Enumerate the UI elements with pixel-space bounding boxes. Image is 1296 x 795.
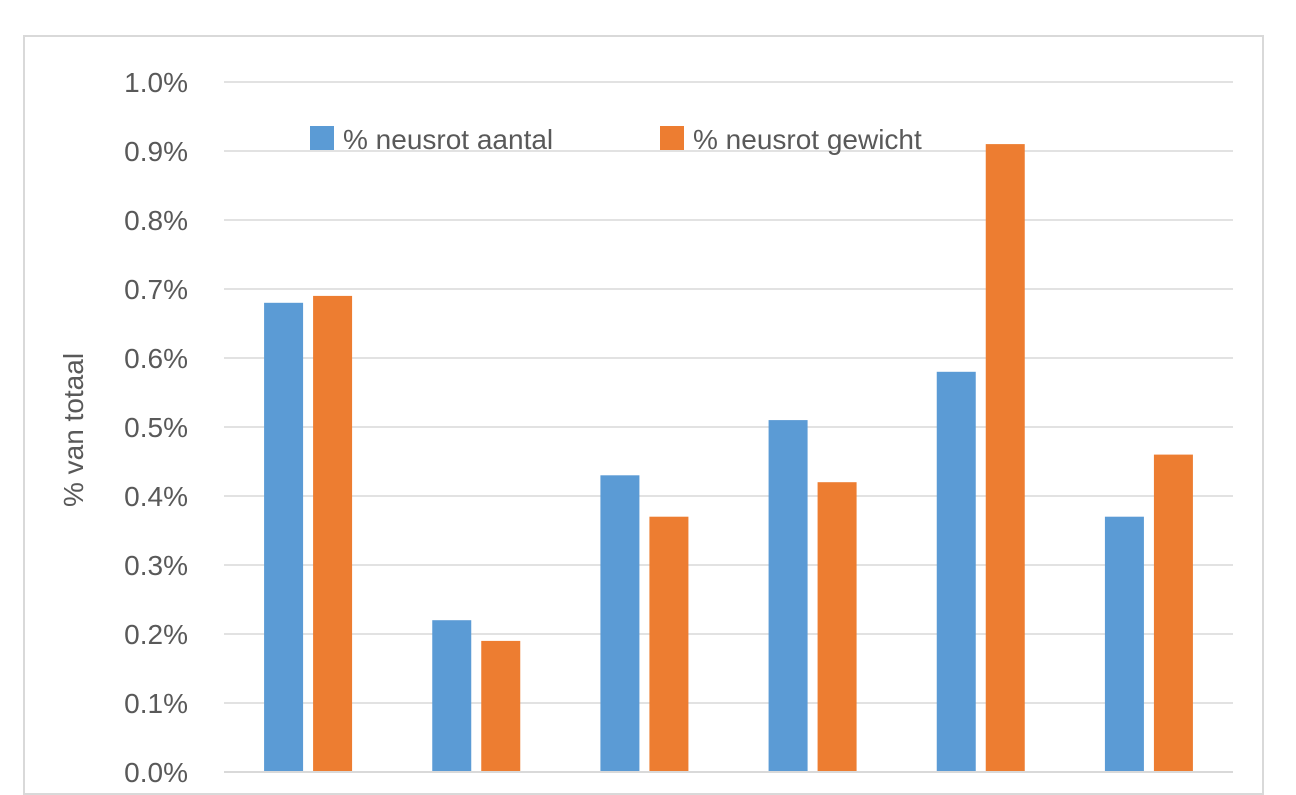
bar-aantal-1 <box>264 302 304 772</box>
y-tick-label: 0.6% <box>124 343 188 374</box>
y-tick-label: 0.1% <box>124 688 188 719</box>
bar-gewicht-3 <box>649 516 689 772</box>
bar-aantal-4 <box>768 420 808 772</box>
y-tick-label: 0.4% <box>124 481 188 512</box>
chart-frame <box>23 35 1264 795</box>
bar-aantal-6 <box>1104 516 1144 772</box>
bar-gewicht-4 <box>817 482 857 772</box>
y-tick-label: 0.7% <box>124 274 188 305</box>
y-tick-label: 0.3% <box>124 550 188 581</box>
y-tick-label: 0.9% <box>124 136 188 167</box>
bar-gewicht-2 <box>481 640 521 772</box>
bar-gewicht-1 <box>313 295 353 772</box>
legend-label-aantal: % neusrot aantal <box>343 124 553 155</box>
bar-gewicht-6 <box>1153 454 1193 772</box>
bar-aantal-3 <box>600 475 640 772</box>
y-axis-ticks: 0.0% 0.1% 0.2% 0.3% 0.4% 0.5% 0.6% 0.7% 0.8% 0.9%… <box>124 67 188 788</box>
legend-swatch-aantal <box>310 126 334 150</box>
bar-aantal-5 <box>936 371 976 772</box>
y-tick-label: 1.0% <box>124 67 188 98</box>
y-tick-label: 0.2% <box>124 619 188 650</box>
legend-label-gewicht: % neusrot gewicht <box>693 124 922 155</box>
legend-swatch-gewicht <box>660 126 684 150</box>
y-axis-title: % van totaal <box>58 353 89 507</box>
bars <box>264 144 1193 773</box>
bar-gewicht-5 <box>985 144 1025 773</box>
bar-aantal-2 <box>432 620 472 772</box>
y-tick-label: 0.5% <box>124 412 188 443</box>
gridlines <box>224 81 1233 704</box>
legend: % neusrot aantal % neusrot gewicht <box>310 124 922 155</box>
y-tick-label: 0.8% <box>124 205 188 236</box>
y-tick-label: 0.0% <box>124 757 188 788</box>
